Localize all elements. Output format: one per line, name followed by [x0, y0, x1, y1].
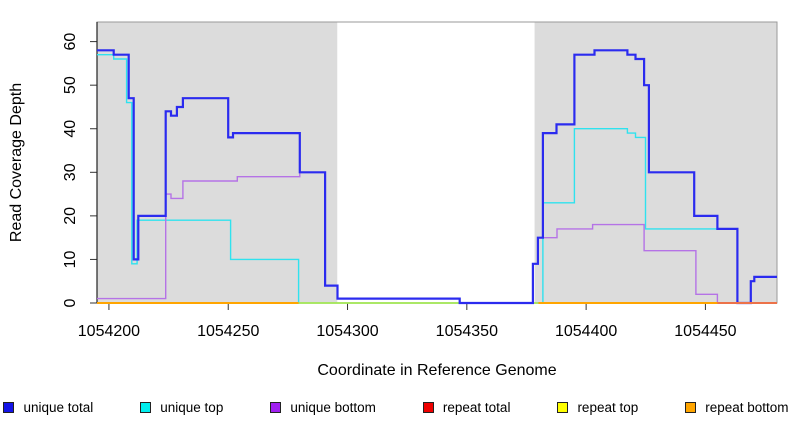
x-tick-label: 1054300: [316, 323, 378, 340]
shaded-region: [534, 22, 777, 303]
x-tick-label: 1054200: [78, 323, 140, 340]
x-axis-title: Coordinate in Reference Genome: [317, 362, 556, 379]
legend-label: repeat bottom: [705, 399, 789, 415]
legend-swatch-icon: [140, 401, 152, 413]
y-tick-label: 30: [62, 163, 79, 181]
legend-item-unique-top: unique top: [140, 400, 223, 415]
legend-swatch-icon: [557, 401, 569, 413]
legend-label: unique total: [23, 399, 94, 415]
legend-label: repeat top: [577, 399, 639, 415]
x-tick-label: 1054350: [436, 323, 498, 340]
y-tick-label: 0: [62, 298, 79, 307]
legend-swatch-icon: [422, 401, 434, 413]
legend-item-repeat-top: repeat top: [557, 400, 638, 415]
legend-swatch-icon: [3, 401, 15, 413]
y-axis-title: Read Coverage Depth: [8, 83, 25, 242]
legend-item-repeat-bottom: repeat bottom: [685, 399, 789, 415]
series-line-unique-total: [97, 49, 777, 305]
legend-swatch-icon: [270, 401, 282, 413]
y-tick-label: 10: [62, 250, 79, 268]
y-tick-label: 50: [62, 76, 79, 94]
x-tick-label: 1054400: [555, 323, 617, 340]
coverage-chart: 1054200 1054250 1054300 1054350 1054400 10544…: [8, 21, 778, 379]
x-tick-label: 1054450: [674, 323, 736, 340]
legend-item-repeat-total: repeat total: [422, 399, 511, 415]
coverage-plot-svg: 1054200 1054250 1054300 1054350 1054400 10544…: [8, 21, 778, 379]
x-tick-label: 1054250: [197, 323, 259, 340]
legend-item-unique-total: unique total: [3, 400, 93, 415]
legend-item-unique-bottom: unique bottom: [270, 400, 376, 415]
legend-label: unique bottom: [290, 399, 376, 415]
legend-label: unique top: [160, 399, 224, 415]
legend-swatch-icon: [685, 401, 697, 413]
legend-label: repeat total: [442, 399, 511, 415]
legend: unique total unique top unique bottom repea…: [0, 392, 792, 422]
y-tick-label: 20: [62, 207, 79, 225]
y-tick-label: 40: [62, 120, 79, 138]
y-tick-label: 60: [62, 33, 79, 51]
